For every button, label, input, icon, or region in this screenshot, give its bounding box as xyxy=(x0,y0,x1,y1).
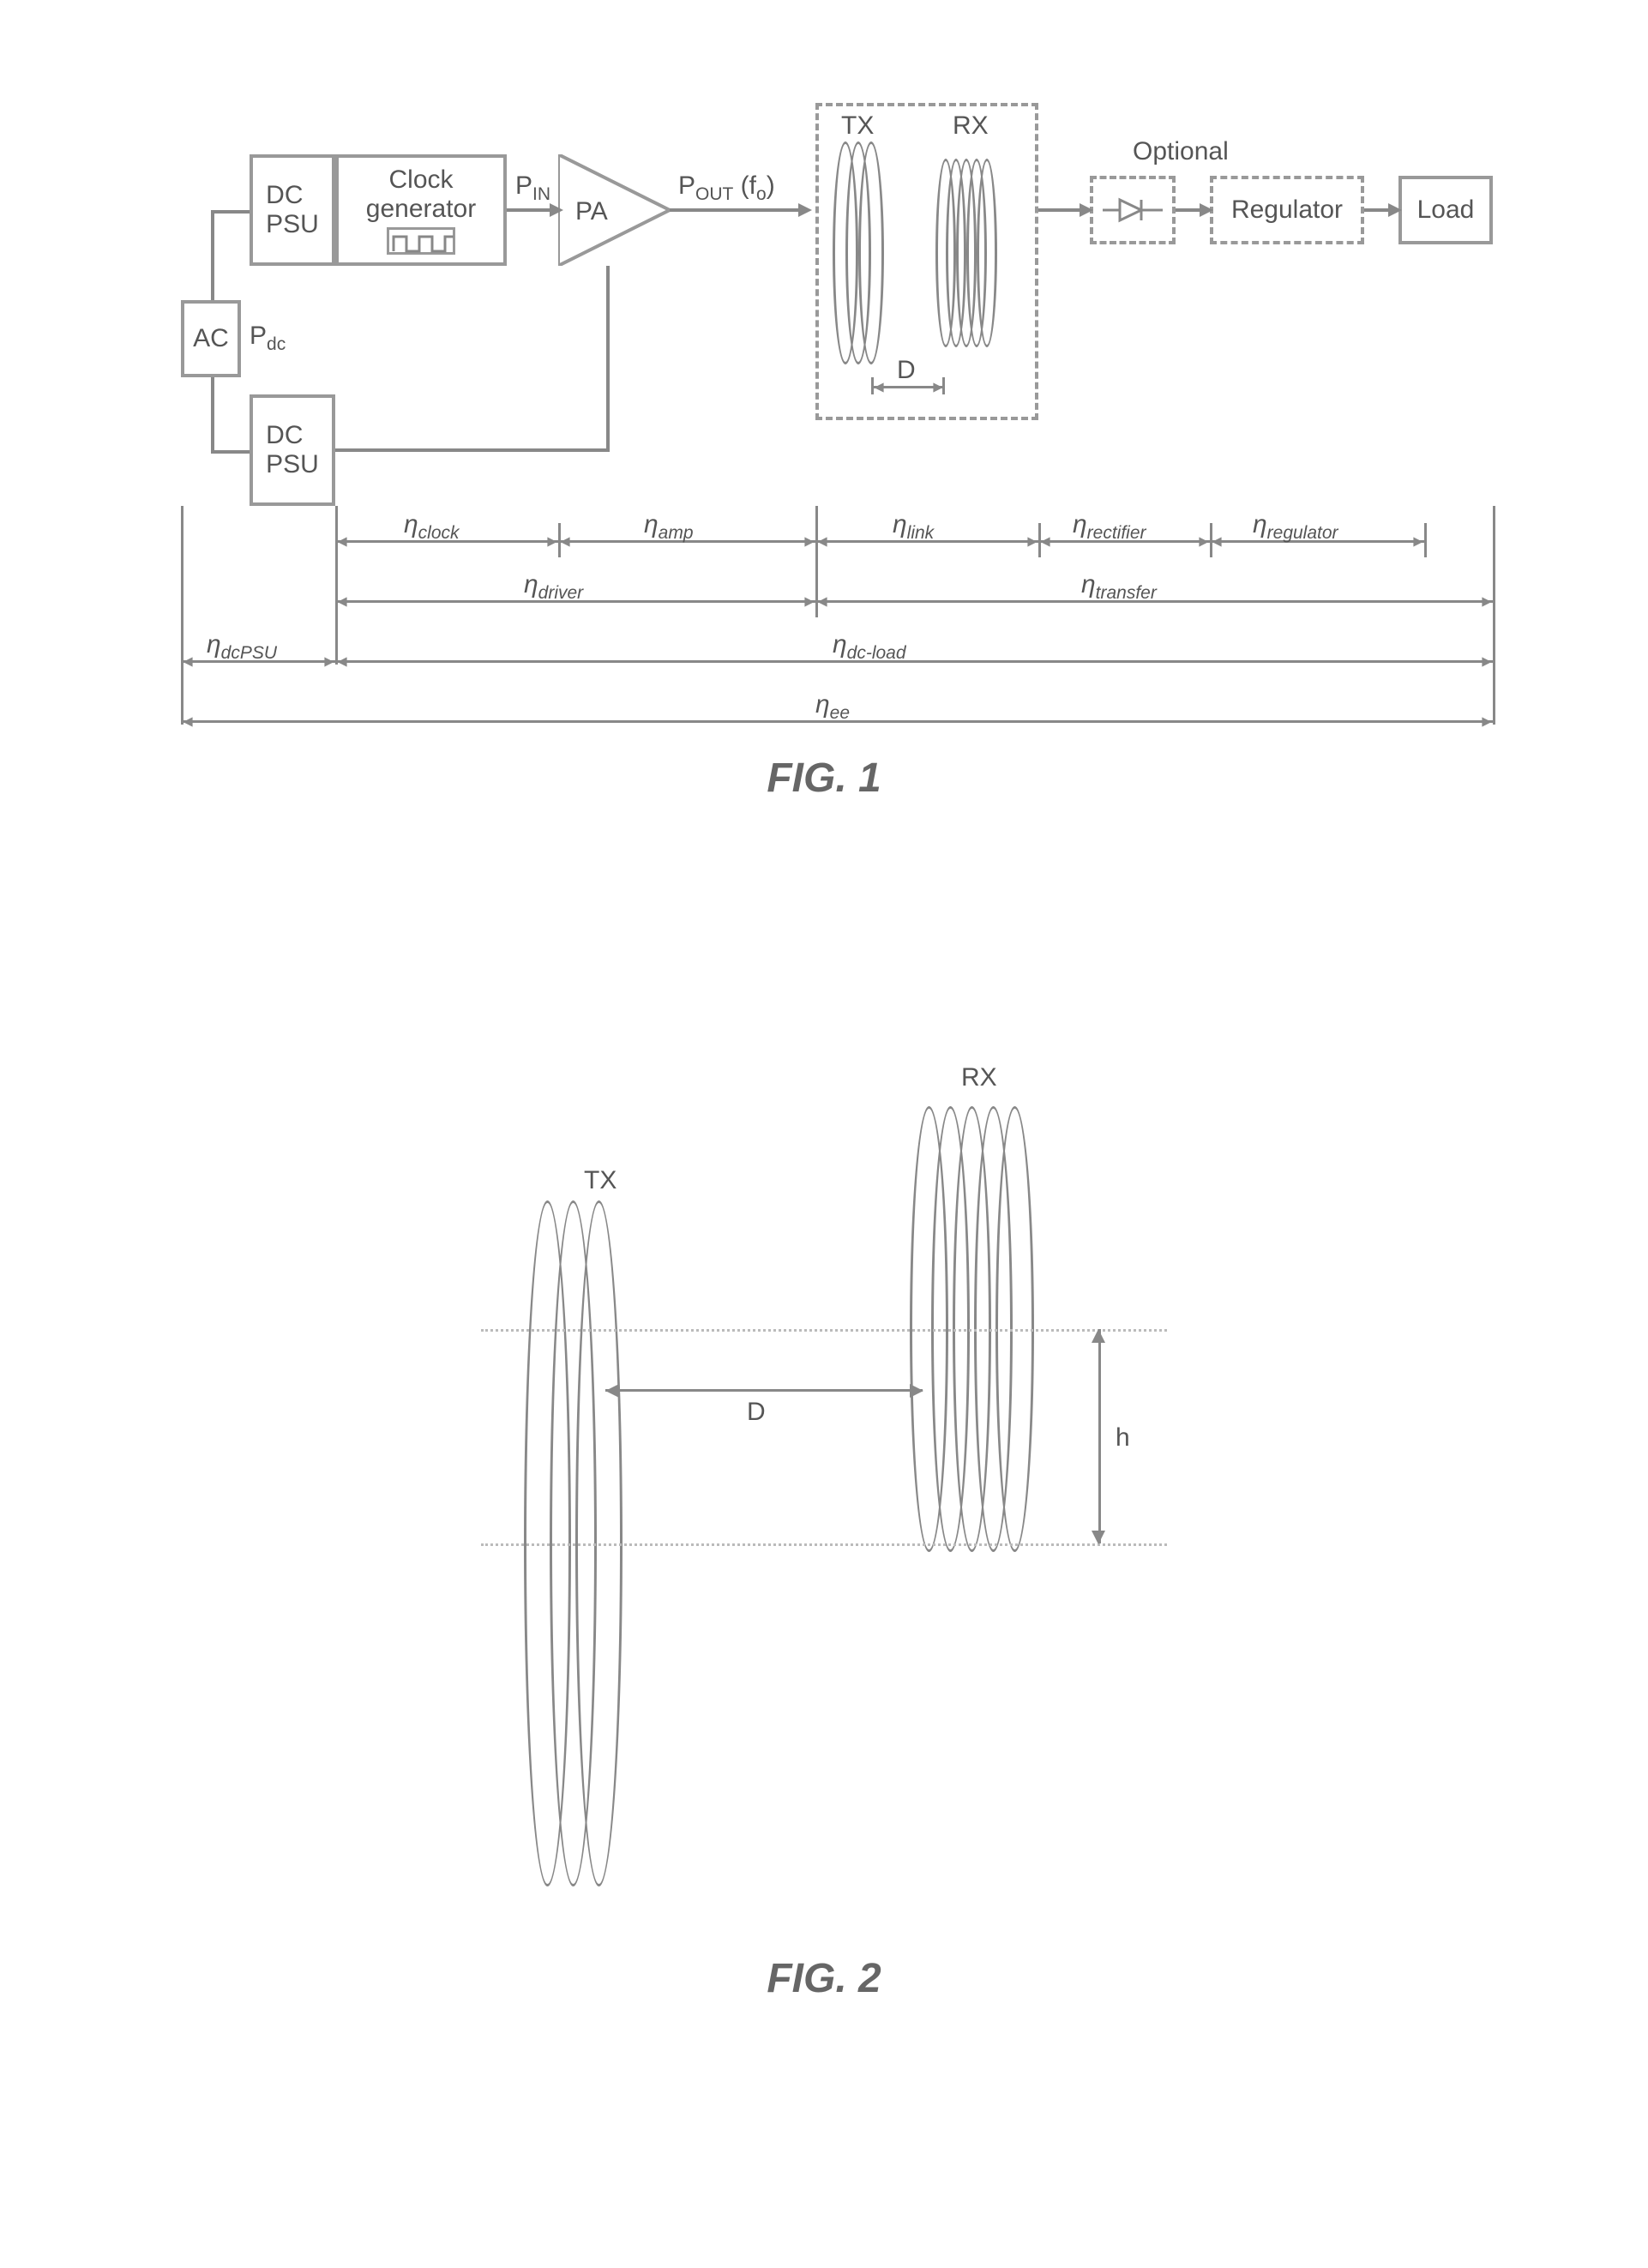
figure-2: TX RX D h FIG. 2 xyxy=(310,1029,1338,2058)
eta-rect-al xyxy=(1040,537,1050,546)
ac-block: AC xyxy=(181,300,241,377)
arrow-rx-rect xyxy=(1080,203,1093,217)
d-arrow-l xyxy=(874,382,883,392)
regulator-label: Regulator xyxy=(1231,196,1343,225)
h-arrow-down xyxy=(1092,1531,1105,1544)
wire-psu-pa-v xyxy=(606,266,610,452)
eta-dcpsu-ar xyxy=(324,657,334,666)
eta-amp-label: ηamp xyxy=(644,510,694,544)
eta-dcpsu-label: ηdcPSU xyxy=(207,630,277,664)
d-arrow-r xyxy=(933,382,942,392)
rx-coil-5 xyxy=(977,159,997,347)
eta-dcload-bar xyxy=(335,660,1493,663)
clock-gen-label-top: Clock xyxy=(388,165,453,195)
tick-2 xyxy=(558,523,561,557)
eta-dcload-label: ηdc-load xyxy=(833,630,906,664)
load-block: Load xyxy=(1398,176,1493,244)
wire-psu-pa-h xyxy=(335,448,610,452)
ac-label: AC xyxy=(193,324,229,353)
tick-5 xyxy=(1210,523,1212,557)
eta-clock-al xyxy=(337,537,346,546)
rectifier-block xyxy=(1090,176,1176,244)
eta-driver-al xyxy=(337,597,346,606)
arrow-clock-pa xyxy=(550,203,563,217)
tick-1 xyxy=(335,506,338,665)
eta-ee-al xyxy=(183,717,192,726)
diode-icon xyxy=(1103,193,1163,227)
dc-psu-bot-label: DCPSU xyxy=(266,421,319,479)
dc-psu-top-label: DCPSU xyxy=(266,181,319,239)
wire-ac-psu-top-h xyxy=(211,210,250,214)
eta-ee-ar xyxy=(1482,717,1491,726)
d2-ar xyxy=(910,1384,923,1398)
tick-4 xyxy=(1038,523,1041,557)
regulator-block: Regulator xyxy=(1210,176,1364,244)
pa-label: PA xyxy=(575,197,608,226)
eta-dcpsu-al xyxy=(183,657,192,666)
h-label: h xyxy=(1116,1423,1130,1453)
eta-amp-ar xyxy=(804,537,814,546)
wire-ac-psu-bot xyxy=(211,377,214,450)
wire-pa-tx xyxy=(670,208,807,212)
arrow-rect-reg xyxy=(1200,203,1213,217)
clock-gen-block: Clock generator xyxy=(335,154,507,266)
eta-dcload-ar xyxy=(1482,657,1491,666)
fig2-caption: FIG. 2 xyxy=(767,1955,881,2002)
eta-transfer-ar xyxy=(1482,597,1491,606)
tx-coil-3 xyxy=(858,141,884,364)
fig1-caption: FIG. 1 xyxy=(767,755,881,802)
h-bar xyxy=(1098,1329,1101,1543)
wire-ac-psu-bot-h xyxy=(211,450,250,454)
eta-amp-al xyxy=(560,537,569,546)
eta-transfer-label: ηtransfer xyxy=(1081,570,1157,604)
eta-clock-ar xyxy=(547,537,556,546)
d-bar-fig2 xyxy=(605,1389,923,1392)
tick-0 xyxy=(181,506,183,725)
eta-driver-label: ηdriver xyxy=(524,570,583,604)
figure-1: AC Pdc DCPSU DCPSU Clock generator PIN P… xyxy=(181,103,1467,806)
d2-al xyxy=(605,1384,619,1398)
eta-clock-label: ηclock xyxy=(404,510,460,544)
arrow-reg-load xyxy=(1388,203,1402,217)
eta-transfer-al xyxy=(817,597,827,606)
arrow-pa-tx xyxy=(798,203,812,217)
h-arrow-up xyxy=(1092,1329,1105,1343)
dot-mid xyxy=(481,1543,1167,1546)
tick-6 xyxy=(1424,523,1427,557)
tx-label-2: TX xyxy=(584,1166,616,1195)
clock-gen-label-bot: generator xyxy=(366,195,476,224)
eta-rect-ar xyxy=(1199,537,1208,546)
eta-dcload-al xyxy=(337,657,346,666)
pdc-label: Pdc xyxy=(250,322,286,355)
dc-psu-top-block: DCPSU xyxy=(250,154,335,266)
pout-label: POUT (fo) xyxy=(678,171,775,205)
dot-top xyxy=(481,1329,1167,1332)
tick-3 xyxy=(815,506,818,617)
tx-label: TX xyxy=(841,111,874,141)
load-label: Load xyxy=(1417,196,1475,225)
eta-ee-label: ηee xyxy=(815,690,850,724)
eta-reg-ar xyxy=(1413,537,1422,546)
eta-link-label: ηlink xyxy=(893,510,934,544)
pin-label: PIN xyxy=(515,171,550,205)
eta-link-al xyxy=(817,537,827,546)
d-label-fig2: D xyxy=(747,1398,766,1427)
d-label-fig1: D xyxy=(897,356,916,385)
eta-rect-label: ηrectifier xyxy=(1073,510,1146,544)
eta-link-ar xyxy=(1027,537,1037,546)
eta-driver-ar xyxy=(804,597,814,606)
tick-7 xyxy=(1493,506,1495,725)
wire-ac-psu-top xyxy=(211,210,214,300)
eta-reg-label: ηregulator xyxy=(1253,510,1338,544)
rx-label: RX xyxy=(953,111,989,141)
optional-label: Optional xyxy=(1133,137,1229,166)
rx-label-2: RX xyxy=(961,1063,997,1092)
square-wave-icon xyxy=(387,227,455,255)
eta-reg-al xyxy=(1212,537,1221,546)
dc-psu-bot-block: DCPSU xyxy=(250,394,335,506)
